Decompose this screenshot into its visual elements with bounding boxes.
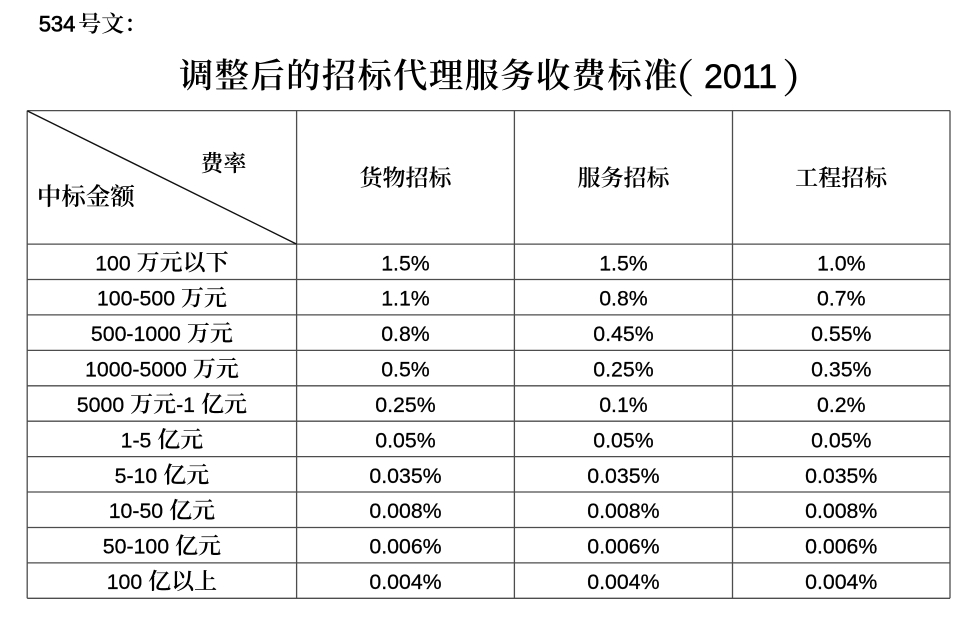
svg-text:100-500: 100-500	[97, 287, 175, 311]
svg-text:0.8%: 0.8%	[381, 322, 430, 346]
svg-text:0.05%: 0.05%	[811, 428, 871, 452]
svg-text:1-5: 1-5	[121, 428, 152, 452]
svg-text:0.035%: 0.035%	[587, 464, 659, 488]
svg-text:0.25%: 0.25%	[593, 358, 653, 382]
svg-text:0.8%: 0.8%	[599, 287, 648, 311]
svg-text:0.006%: 0.006%	[369, 535, 441, 559]
svg-text:100: 100	[95, 251, 131, 275]
svg-text:100: 100	[107, 570, 143, 594]
svg-text:0.008%: 0.008%	[805, 499, 877, 523]
svg-text:0.1%: 0.1%	[599, 393, 648, 417]
svg-text:0.035%: 0.035%	[369, 464, 441, 488]
svg-text:0.7%: 0.7%	[817, 287, 866, 311]
svg-text:5-10: 5-10	[115, 464, 158, 488]
svg-text:1.0%: 1.0%	[817, 251, 866, 275]
svg-text:5000: 5000	[77, 393, 125, 417]
svg-text:-1: -1	[176, 393, 195, 417]
svg-text:0.035%: 0.035%	[805, 464, 877, 488]
svg-text:1.1%: 1.1%	[381, 287, 430, 311]
svg-text:0.25%: 0.25%	[375, 393, 435, 417]
svg-text:0.05%: 0.05%	[593, 428, 653, 452]
svg-text:10-50: 10-50	[109, 499, 164, 523]
svg-text:0.004%: 0.004%	[587, 570, 659, 594]
svg-text:0.006%: 0.006%	[587, 535, 659, 559]
svg-text:0.006%: 0.006%	[805, 535, 877, 559]
svg-text:0.5%: 0.5%	[381, 358, 430, 382]
svg-text:0.05%: 0.05%	[375, 428, 435, 452]
svg-text:50-100: 50-100	[103, 535, 169, 559]
svg-text:500-1000: 500-1000	[91, 322, 181, 346]
svg-text:0.004%: 0.004%	[369, 570, 441, 594]
svg-text:0.008%: 0.008%	[369, 499, 441, 523]
svg-text:1.5%: 1.5%	[381, 251, 430, 275]
svg-text:2011: 2011	[704, 58, 777, 96]
svg-text:0.55%: 0.55%	[811, 322, 871, 346]
svg-text:534: 534	[39, 12, 76, 37]
svg-text:1.5%: 1.5%	[599, 251, 648, 275]
svg-text:0.004%: 0.004%	[805, 570, 877, 594]
svg-text:1000-5000: 1000-5000	[85, 358, 187, 382]
svg-text:0.35%: 0.35%	[811, 358, 871, 382]
svg-text:0.2%: 0.2%	[817, 393, 866, 417]
svg-text:0.008%: 0.008%	[587, 499, 659, 523]
svg-text:0.45%: 0.45%	[593, 322, 653, 346]
